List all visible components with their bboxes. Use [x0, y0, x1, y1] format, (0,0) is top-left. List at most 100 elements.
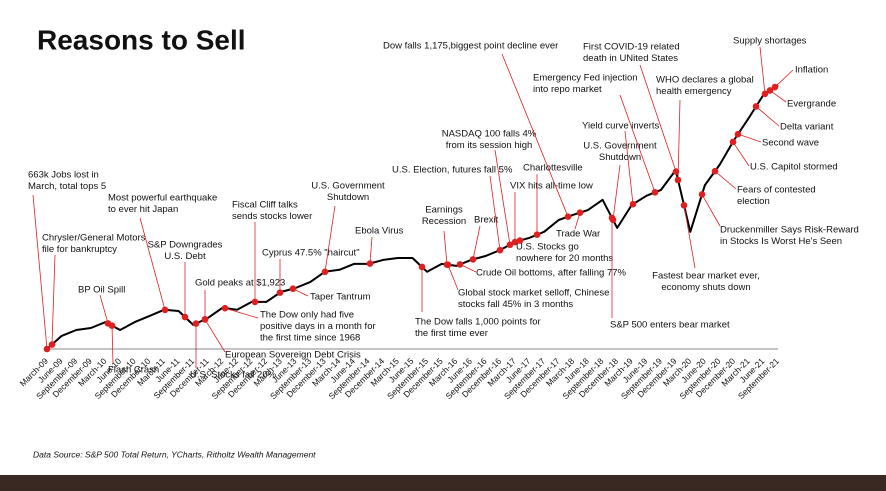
annotation-text: Brexit — [474, 215, 499, 226]
event-dot — [608, 214, 616, 222]
annotation-text: the first time ever — [415, 328, 488, 339]
event-dot — [629, 200, 637, 208]
event-dot — [456, 261, 464, 268]
annotation-text: European Sovereign Debt Crisis — [225, 350, 361, 361]
annotation-text: S&P 500 enters bear market — [610, 320, 730, 331]
leader-line — [32, 194, 48, 350]
annotation-text: Fiscal Cliff talks — [232, 200, 298, 211]
annotation-text: Inflation — [795, 65, 828, 76]
leader-line — [759, 46, 766, 94]
event-dot — [221, 304, 229, 312]
event-dot — [771, 83, 779, 91]
annotation-text: U.S. Stocks fall 20% — [190, 370, 277, 381]
leader-line — [737, 133, 762, 143]
annotation-text: 663k Jobs lost in — [28, 170, 99, 181]
annotation-text: U.S. Government — [311, 181, 385, 192]
event-dot — [181, 313, 189, 321]
annotation-text: U.S. Election, futures fall 5% — [392, 165, 513, 176]
event-dot — [651, 189, 659, 196]
annotation-text: nowhere for 20 months — [516, 253, 613, 264]
annotation-text: Trade War — [556, 229, 600, 240]
annotation-text: VIX hits all-time low — [510, 181, 593, 192]
annotation-text: The Dow only had five — [260, 310, 354, 321]
annotation-text: Second wave — [762, 138, 819, 149]
leader-line — [472, 225, 481, 260]
annotation-text: file for bankruptcy — [42, 244, 117, 255]
leader-line — [677, 99, 681, 180]
event-dot — [192, 320, 200, 327]
annotation-text: Ebola Virus — [355, 226, 404, 237]
event-dot — [251, 298, 259, 306]
event-dot — [734, 130, 742, 138]
annotation-text: U.S. Debt — [164, 251, 206, 262]
annotation-text: Recession — [422, 216, 466, 227]
event-dot — [48, 341, 56, 348]
event-dot — [511, 238, 519, 246]
annotation-text: BP Oil Spill — [78, 285, 125, 296]
annotation-text: Yield curve inverts — [582, 121, 660, 132]
annotation-text: stocks fall 45% in 3 months — [458, 299, 573, 310]
leader-line — [99, 294, 109, 324]
event-dot — [366, 260, 374, 267]
leader-line — [224, 307, 259, 319]
annotation-text: S&P Downgrades — [148, 240, 223, 251]
leader-line — [755, 106, 780, 127]
event-dot — [444, 261, 452, 269]
annotation-text: Taper Tantrum — [310, 292, 371, 303]
leader-line — [701, 194, 721, 227]
event-dot — [108, 322, 116, 329]
leader-line — [489, 175, 501, 251]
event-dot — [680, 202, 688, 209]
leader-line — [714, 170, 737, 190]
leader-line — [111, 325, 114, 364]
annotation-text: Evergrande — [787, 99, 836, 110]
leader-line — [732, 141, 750, 167]
event-dot — [43, 345, 51, 353]
event-dot — [711, 167, 719, 175]
annotation-text: sends stocks lower — [232, 211, 312, 222]
event-dot — [289, 285, 297, 293]
leader-line — [204, 319, 226, 353]
annotation-text: The Dow falls 1,000 points for — [415, 317, 541, 328]
annotation-text: in Stocks Is Worst He's Seen — [720, 236, 842, 247]
event-dot — [564, 213, 572, 220]
footer-strip — [0, 475, 886, 491]
leader-line — [443, 230, 448, 265]
leader-line — [51, 254, 56, 345]
annotation-text: Most powerful earthquake — [108, 193, 217, 204]
leader-line — [369, 236, 373, 264]
annotation-text: Earnings — [425, 205, 463, 216]
annotation-text: Shutdown — [599, 152, 641, 163]
annotation-text: NASDAQ 100 falls 4% — [442, 129, 537, 140]
annotation-text: into repo market — [533, 84, 602, 95]
annotation-text: from its session high — [446, 140, 533, 151]
chart-title: Reasons to Sell — [37, 24, 246, 55]
event-dot — [752, 103, 760, 110]
annotation-text: WHO declares a global — [656, 75, 754, 86]
leader-line — [624, 130, 634, 205]
leader-line — [494, 149, 511, 245]
leader-line — [619, 94, 656, 193]
event-dot — [729, 138, 737, 146]
event-dot — [766, 87, 774, 94]
annotation-text: positive days in a month for — [260, 321, 376, 332]
source-note: Data Source: S&P 500 Total Return, YChar… — [33, 449, 316, 459]
annotation-text: Gold peaks at $1,923 — [195, 278, 285, 289]
event-dot — [201, 316, 209, 323]
annotation-text: Crude Oil bottoms, after falling 77% — [476, 268, 627, 279]
annotation-text: Chrysler/General Motors — [42, 233, 146, 244]
event-dot — [321, 268, 329, 276]
annotation-text: Dow falls 1,175,biggest point decline ev… — [383, 41, 558, 52]
event-dot — [674, 176, 682, 184]
event-dot — [698, 191, 706, 198]
leader-line — [139, 217, 166, 311]
annotation-text: the first time since 1968 — [260, 333, 360, 344]
event-dot — [533, 231, 541, 239]
annotation-text: Delta variant — [780, 122, 834, 133]
leader-line — [774, 69, 794, 88]
leader-line — [324, 205, 336, 272]
annotation-text: economy shuts down — [661, 282, 750, 293]
annotation-text: Shutdown — [327, 192, 369, 203]
event-dot — [761, 90, 769, 98]
leader-line — [501, 53, 569, 217]
